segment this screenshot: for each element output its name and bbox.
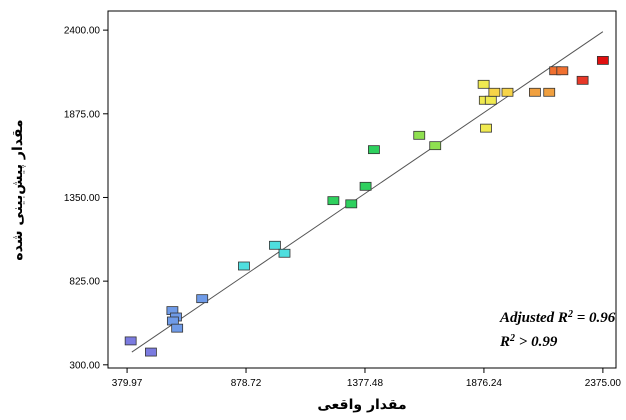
y-axis-title: مقدار پیش‌بینی شده: [10, 119, 26, 260]
data-point: [488, 87, 501, 97]
data-point: [556, 66, 569, 76]
data-point: [477, 79, 490, 89]
data-points: [124, 56, 609, 357]
x-tick-label: 1876.24: [466, 378, 503, 389]
x-axis-title: مقدار واقعی: [317, 397, 406, 413]
data-point: [171, 323, 184, 333]
y-tick-label: 825.00: [69, 277, 100, 288]
data-point: [368, 145, 380, 155]
data-point: [429, 141, 442, 151]
data-point: [529, 87, 541, 97]
x-tick-label: 379.97: [112, 378, 143, 389]
data-point: [359, 181, 372, 191]
adjusted-r2-annotation: Adjusted R2 = 0.96: [499, 309, 616, 327]
data-point: [576, 75, 589, 85]
data-point: [269, 240, 281, 250]
data-point: [413, 130, 426, 140]
x-tick-label: 1377.48: [347, 378, 384, 389]
data-point: [501, 87, 514, 97]
data-point: [345, 199, 358, 209]
data-point: [278, 248, 291, 258]
fit-line: [131, 31, 604, 353]
data-point: [480, 123, 492, 133]
data-point: [596, 56, 609, 65]
data-point: [327, 196, 340, 206]
r2-annotation: R2 > 0.99: [499, 333, 558, 351]
data-point: [238, 261, 250, 271]
data-point: [196, 294, 209, 304]
y-tick-label: 2400.00: [64, 26, 101, 37]
y-tick-label: 300.00: [69, 360, 100, 371]
x-axis: 379.97 878.72 1377.48 1876.24 2375.00: [112, 368, 622, 389]
data-point: [543, 87, 556, 97]
x-tick-label: 2375.00: [585, 378, 622, 389]
y-tick-label: 1875.00: [64, 109, 101, 120]
data-point: [145, 347, 157, 357]
data-point: [484, 95, 497, 105]
x-tick-label: 878.72: [231, 378, 262, 389]
y-axis: 300.00 825.00 1350.00 1875.00 2400.00: [64, 26, 108, 371]
data-point: [124, 336, 137, 346]
fit-line-group: [131, 31, 604, 353]
y-tick-label: 1350.00: [64, 193, 101, 204]
